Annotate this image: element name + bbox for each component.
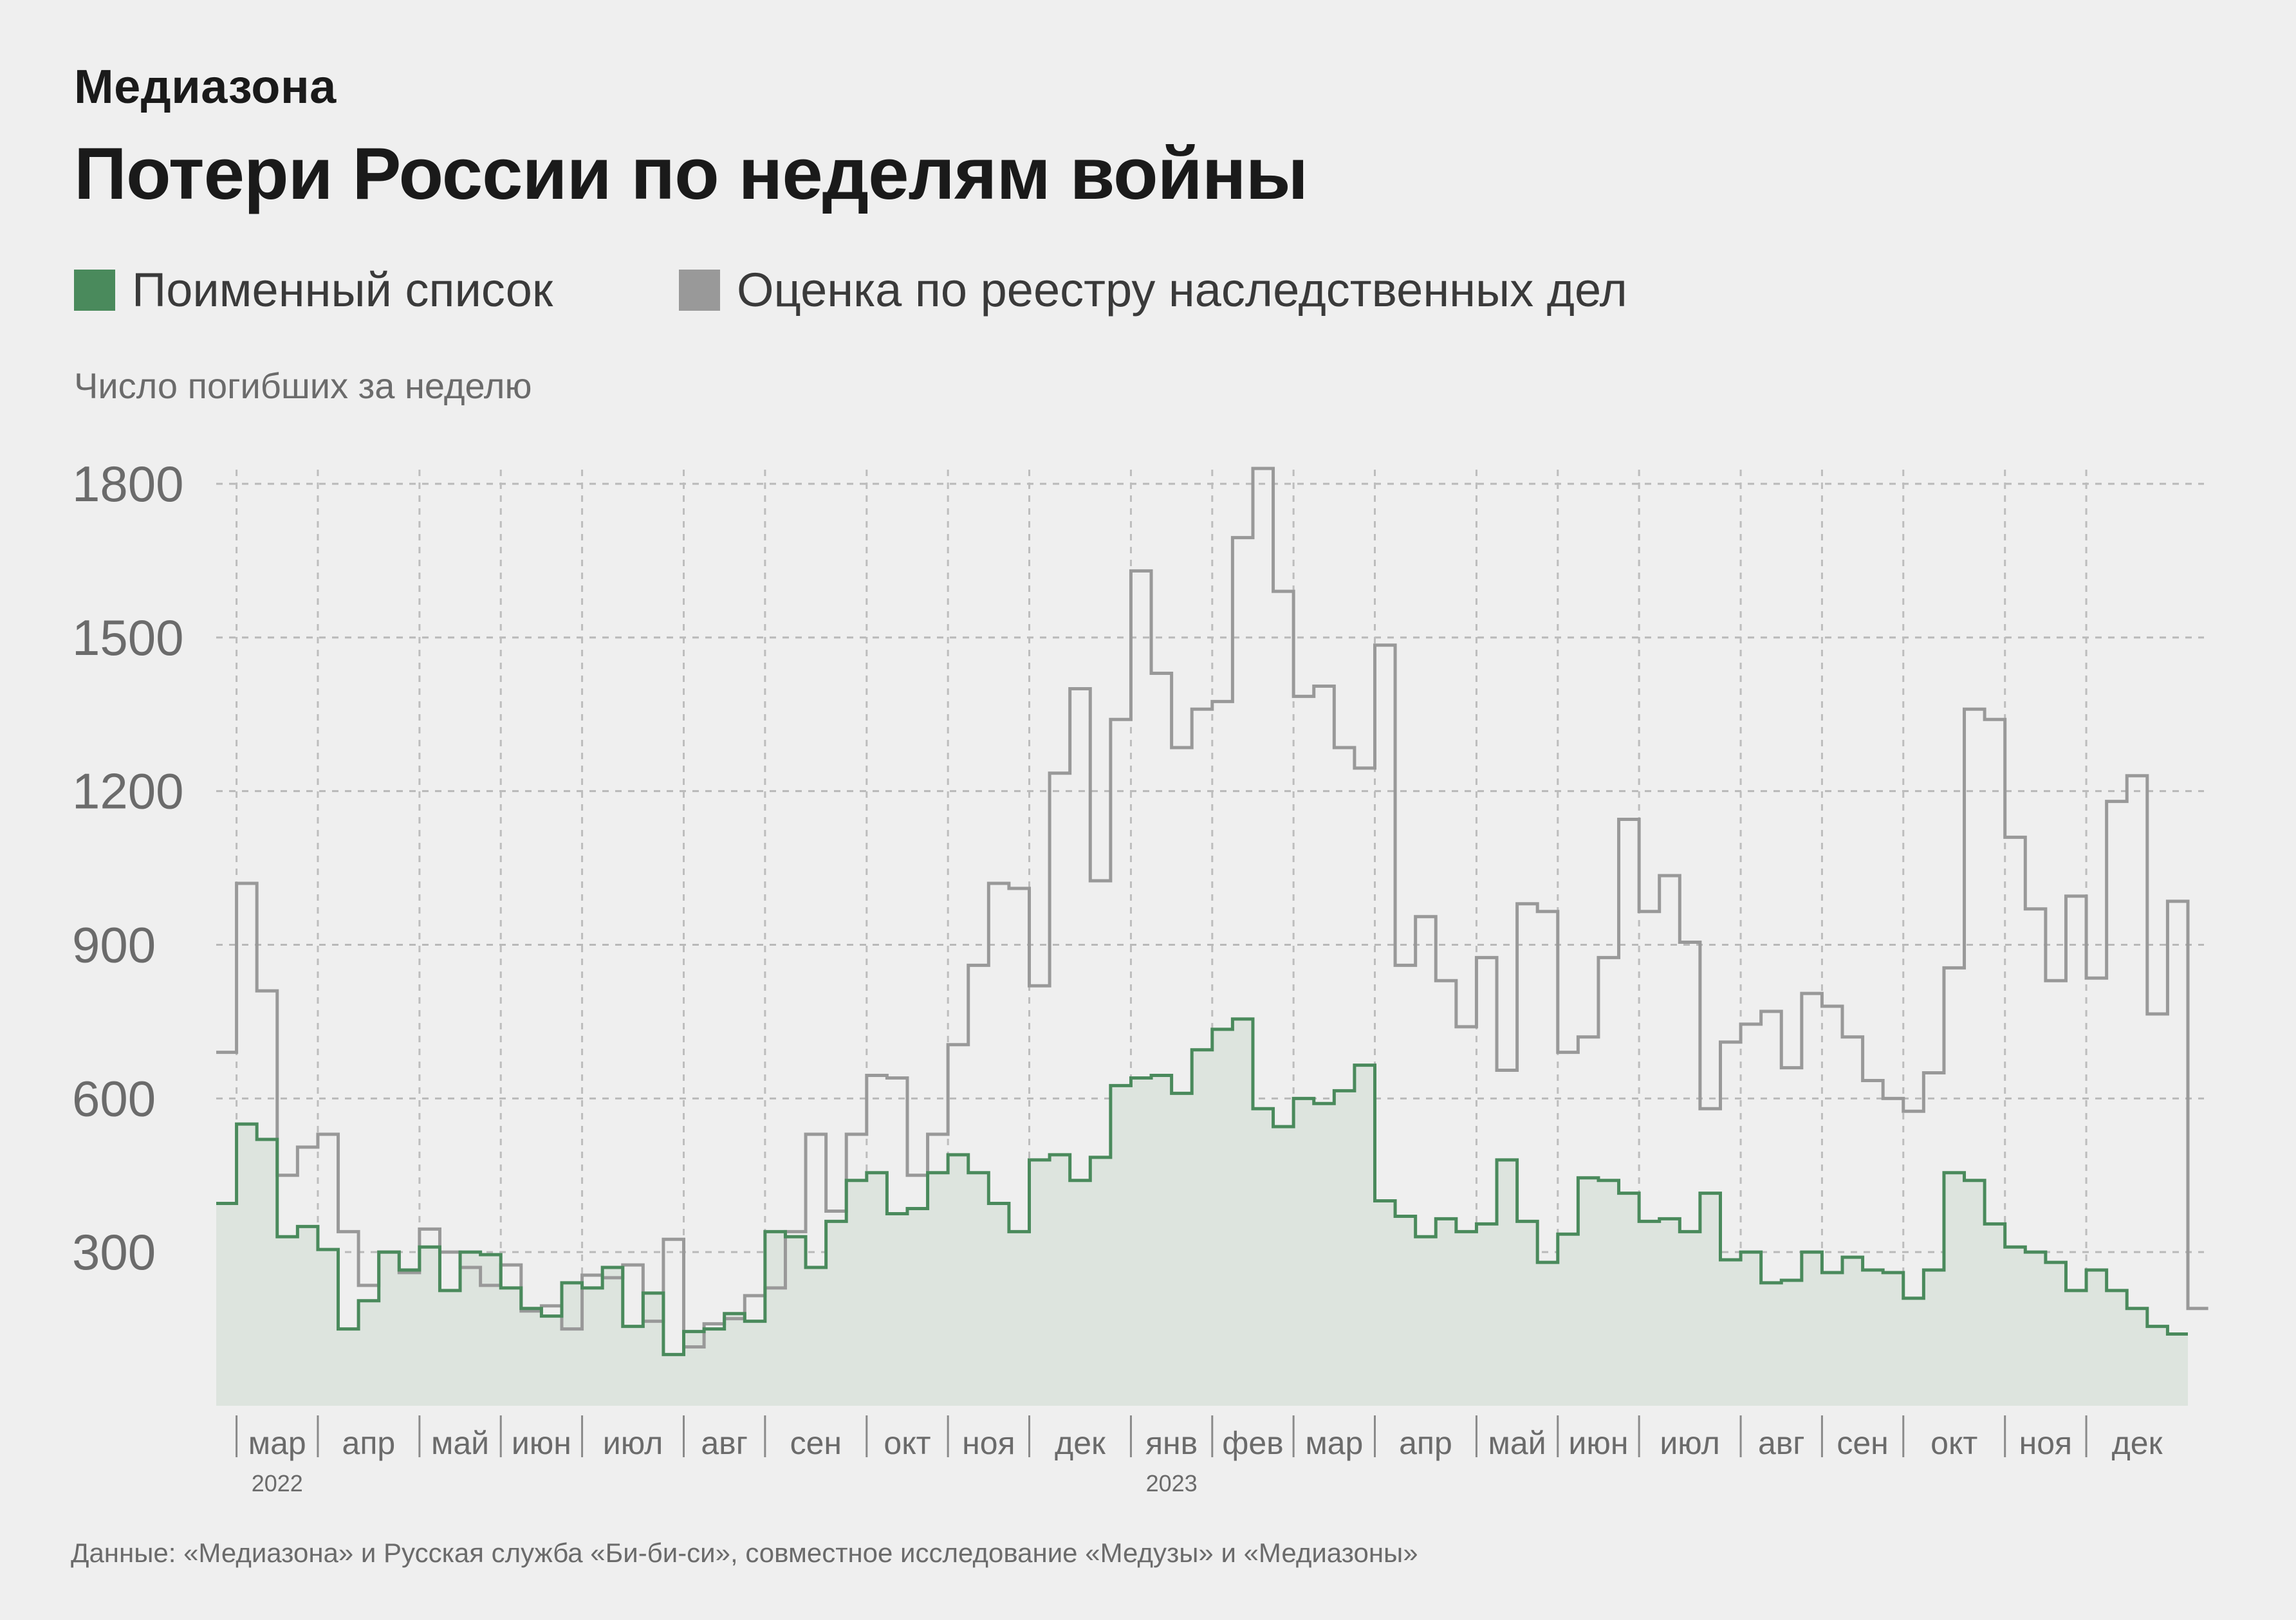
legend-label: Оценка по реестру наследственных дел bbox=[737, 263, 1627, 317]
x-month-label: сен bbox=[790, 1425, 842, 1461]
chart-title: Потери России по неделям войны bbox=[74, 133, 1308, 215]
x-month-label: авг bbox=[1758, 1425, 1805, 1461]
x-year-label: 2023 bbox=[1146, 1470, 1198, 1496]
x-month-label: сен bbox=[1837, 1425, 1888, 1461]
x-month-label: мар bbox=[248, 1425, 306, 1461]
registry-estimate-line bbox=[216, 466, 2208, 1348]
y-tick-label: 600 bbox=[72, 1070, 156, 1127]
x-month-label: дек bbox=[2112, 1425, 2163, 1461]
brand-logo: Медиазона bbox=[74, 60, 337, 113]
x-month-label: июл bbox=[603, 1425, 663, 1461]
legend-item-named-list: Поименный список bbox=[74, 262, 553, 317]
x-month-label: май bbox=[431, 1425, 489, 1461]
x-month-label: окт bbox=[884, 1425, 930, 1461]
x-month-label: дек bbox=[1055, 1425, 1106, 1461]
y-tick-label: 1800 bbox=[72, 456, 184, 512]
x-month-label: июн bbox=[512, 1425, 571, 1461]
legend-swatch-green bbox=[74, 269, 115, 311]
legend-label: Поименный список bbox=[132, 263, 553, 317]
x-month-label: мар bbox=[1305, 1425, 1363, 1461]
x-month-label: фев bbox=[1222, 1425, 1284, 1461]
legend-item-registry-estimate: Оценка по реестру наследственных дел bbox=[679, 262, 1627, 317]
x-month-label: ноя bbox=[962, 1425, 1015, 1461]
legend-swatch-gray bbox=[679, 269, 720, 311]
named-list-area bbox=[216, 1018, 2188, 1406]
x-month-label: июн bbox=[1568, 1425, 1628, 1461]
y-tick-label: 300 bbox=[72, 1224, 156, 1280]
y-tick-label: 900 bbox=[72, 917, 156, 973]
x-month-label: ноя bbox=[2019, 1425, 2073, 1461]
x-month-label: июл bbox=[1660, 1425, 1720, 1461]
y-tick-label: 1500 bbox=[72, 609, 184, 666]
y-tick-label: 1200 bbox=[72, 763, 184, 820]
x-month-label: май bbox=[1488, 1425, 1546, 1461]
x-month-label: апр bbox=[1399, 1425, 1452, 1461]
x-month-label: авг bbox=[701, 1425, 748, 1461]
y-axis-label: Число погибших за неделю bbox=[74, 365, 532, 406]
source-note: Данные: «Медиазона» и Русская служба «Би… bbox=[71, 1538, 1418, 1568]
x-month-label: янв bbox=[1145, 1425, 1198, 1461]
named-list-line bbox=[216, 1017, 2188, 1356]
x-year-label: 2022 bbox=[252, 1470, 303, 1496]
x-month-label: окт bbox=[1930, 1425, 1977, 1461]
x-month-label: апр bbox=[342, 1425, 396, 1461]
